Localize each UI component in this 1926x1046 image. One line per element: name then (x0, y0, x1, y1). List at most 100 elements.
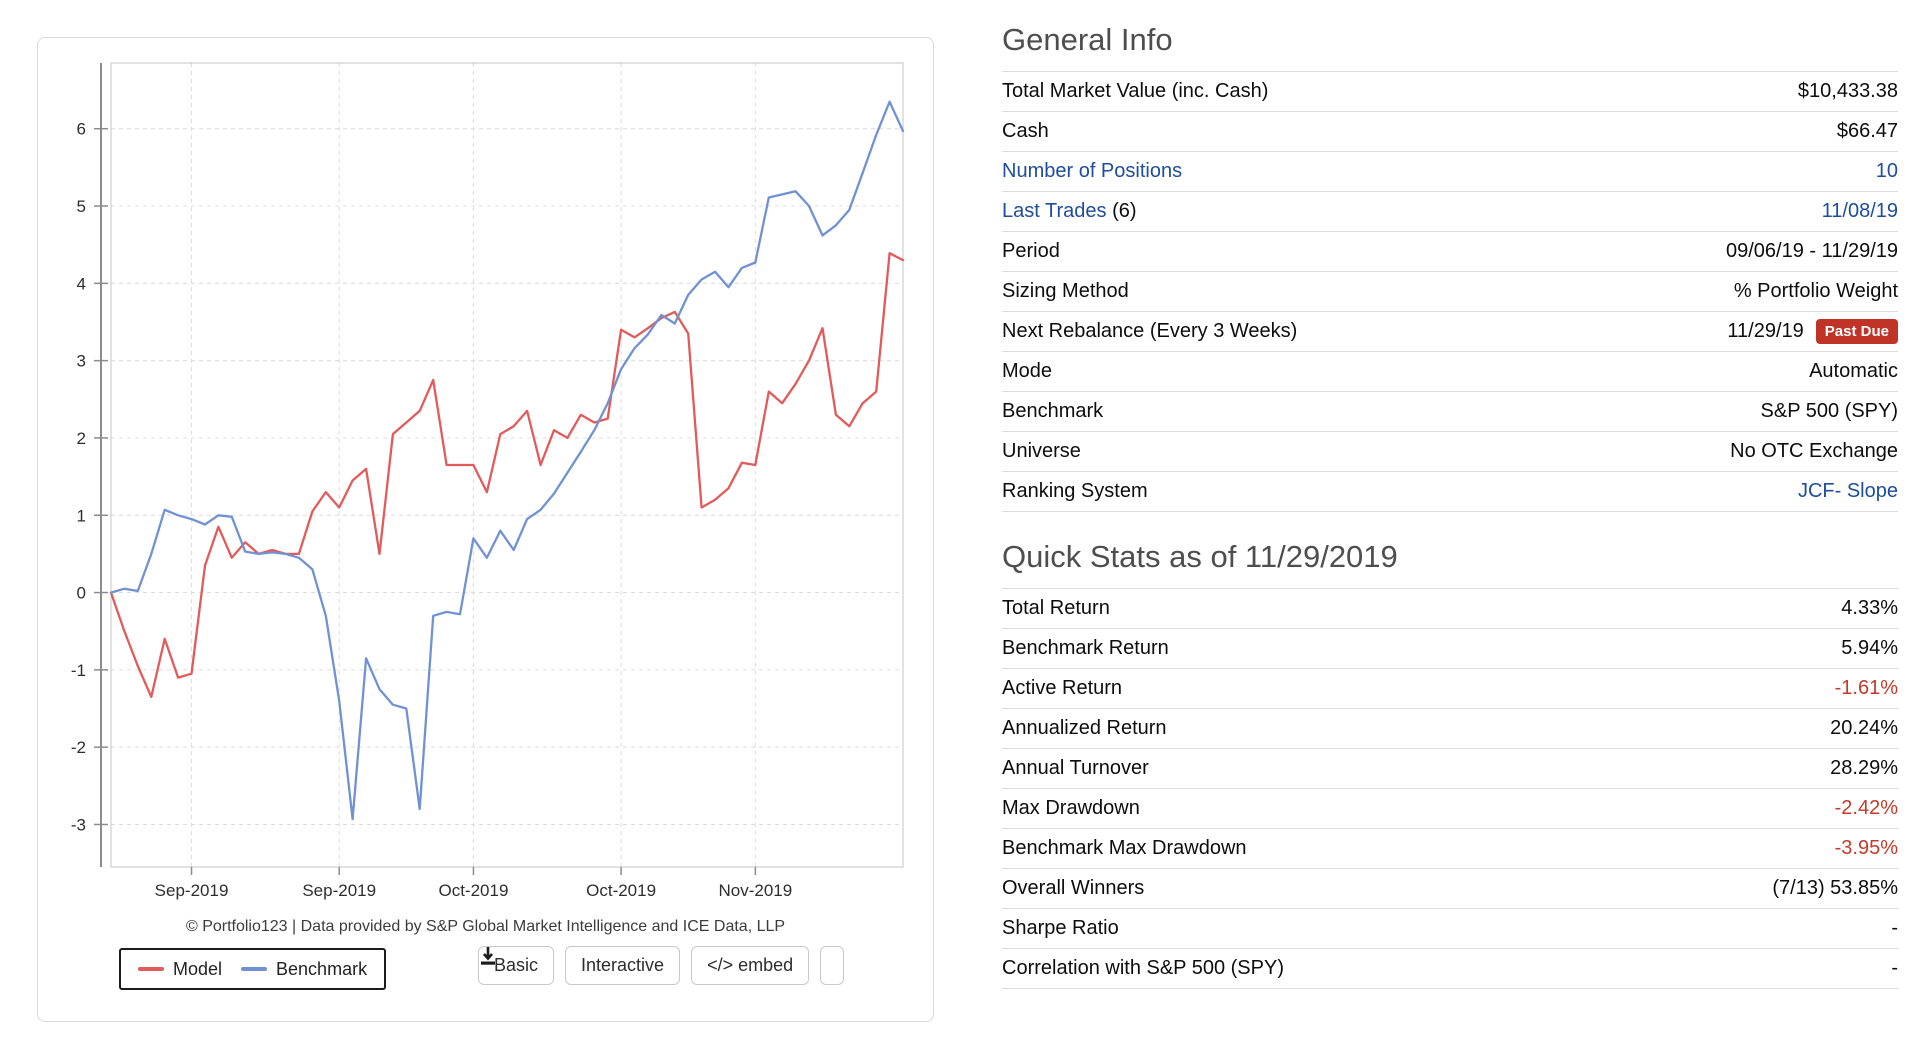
row-value: - (1891, 917, 1898, 939)
y-tick-label: 2 (77, 429, 86, 448)
row-value: -3.95% (1834, 837, 1898, 859)
table-row: Annualized Return 20.24% (1002, 709, 1898, 749)
model-line-swatch (138, 967, 164, 971)
row-label: Period (1002, 240, 1060, 262)
quick-stats-table: Total Return 4.33% Benchmark Return 5.94% Ac… (1002, 588, 1898, 989)
table-row: Next Rebalance (Every 3 Weeks) 11/29/19 Pa… (1002, 312, 1898, 352)
row-value: 28.29% (1830, 757, 1898, 779)
table-row: Total Market Value (inc. Cash) $10,433.38 (1002, 72, 1898, 112)
row-label: Sizing Method (1002, 280, 1129, 302)
general-info-table: Total Market Value (inc. Cash) $10,433.38… (1002, 71, 1898, 512)
row-label: Mode (1002, 360, 1053, 382)
table-row: Sizing Method % Portfolio Weight (1002, 272, 1898, 312)
row-value: 10 (1876, 160, 1898, 183)
row-label: Annualized Return (1002, 717, 1167, 739)
row-label: Overall Winners (1002, 877, 1145, 899)
table-row: Sharpe Ratio - (1002, 909, 1898, 949)
row-label: Benchmark (1002, 400, 1104, 422)
row-label-link[interactable]: Last Trades (1002, 200, 1107, 222)
chart-card: 6 5 4 3 2 1 0 -1 -2 -3 Sep-2019 Sep-2019 Oct-2019 Oct… (37, 37, 934, 1022)
x-tick-label: Nov-2019 (718, 881, 792, 900)
table-row: Last Trades (6) 11/08/19 (1002, 192, 1898, 232)
row-value: 11/29/19 Past Due (1727, 319, 1898, 344)
table-row: Annual Turnover 28.29% (1002, 749, 1898, 789)
row-value-link[interactable]: 10 (1875, 160, 1898, 182)
table-row: Mode Automatic (1002, 352, 1898, 392)
legend-benchmark-label: Benchmark (276, 958, 368, 979)
row-value: 5.94% (1841, 637, 1898, 659)
x-tick-label: Oct-2019 (586, 881, 656, 900)
chart-legend: Model Benchmark (119, 948, 387, 990)
row-label: Benchmark Return (1002, 637, 1169, 659)
row-label: Number of Positions (1002, 160, 1182, 183)
legend-item-benchmark: Benchmark (241, 959, 367, 980)
row-value: 4.33% (1841, 597, 1898, 619)
table-row: Ranking System JCF- Slope (1002, 472, 1898, 512)
table-row: Correlation with S&P 500 (SPY) - (1002, 949, 1898, 989)
chart-controls: Basic Interactive </> embed (478, 946, 845, 985)
legend-item-model: Model (138, 959, 222, 980)
download-button[interactable] (481, 946, 845, 985)
row-value: $66.47 (1836, 120, 1898, 142)
past-due-badge: Past Due (1815, 319, 1898, 344)
row-label: Active Return (1002, 677, 1123, 699)
x-tick-label: Sep-2019 (302, 881, 376, 900)
row-value: -2.42% (1834, 797, 1898, 819)
row-label: Total Return (1002, 597, 1110, 619)
basic-button[interactable]: Basic (478, 946, 555, 985)
embed-button[interactable]: </> embed (691, 946, 810, 985)
row-label-link[interactable]: Number of Positions (1002, 160, 1183, 182)
benchmark-line-swatch (241, 967, 268, 971)
row-value: -1.61% (1834, 677, 1898, 699)
row-value: Automatic (1809, 360, 1898, 382)
x-tick-label: Oct-2019 (438, 881, 508, 900)
row-label: Next Rebalance (Every 3 Weeks) (1002, 320, 1298, 342)
table-row: Benchmark S&P 500 (SPY) (1002, 392, 1898, 432)
row-value: 11/08/19 (1822, 200, 1898, 223)
x-tick-label: Sep-2019 (155, 881, 229, 900)
row-value: 09/06/19 - 11/29/19 (1726, 240, 1898, 262)
row-label: Last Trades (6) (1002, 200, 1137, 222)
row-value: No OTC Exchange (1730, 440, 1898, 462)
row-label: Annual Turnover (1002, 757, 1149, 779)
table-row: Benchmark Max Drawdown -3.95% (1002, 829, 1898, 869)
legend-model-label: Model (173, 958, 223, 979)
y-tick-label: 5 (77, 197, 86, 216)
info-panel: General Info Total Market Value (inc. Ca… (1002, 22, 1898, 989)
table-row: Period 09/06/19 - 11/29/19 (1002, 232, 1898, 272)
benchmark-line (109, 100, 905, 821)
row-value: $10,433.38 (1797, 80, 1898, 102)
row-label: Total Market Value (inc. Cash) (1002, 80, 1269, 102)
y-tick-label: 4 (77, 274, 86, 293)
table-row: Benchmark Return 5.94% (1002, 629, 1898, 669)
interactive-button[interactable]: Interactive (565, 946, 681, 985)
row-label: Universe (1002, 440, 1081, 462)
row-label: Correlation with S&P 500 (SPY) (1002, 957, 1284, 979)
row-label: Benchmark Max Drawdown (1002, 837, 1247, 859)
row-value: S&P 500 (SPY) (1760, 400, 1898, 422)
table-row: Active Return -1.61% (1002, 669, 1898, 709)
table-row: Universe No OTC Exchange (1002, 432, 1898, 472)
row-value-link[interactable]: 11/08/19 (1821, 200, 1898, 222)
quick-stats-title: Quick Stats as of 11/29/2019 (1002, 539, 1398, 574)
row-label: Cash (1002, 120, 1049, 142)
row-value-link[interactable]: JCF- Slope (1797, 480, 1898, 502)
y-tick-label: -2 (71, 738, 86, 757)
y-tick-label: -3 (71, 815, 86, 834)
table-row: Total Return 4.33% (1002, 589, 1898, 629)
general-info-title: General Info (1002, 22, 1173, 57)
y-tick-label: 6 (77, 120, 86, 139)
chart-attribution: © Portfolio123 | Data provided by S&P Gl… (185, 918, 786, 935)
row-label: Sharpe Ratio (1002, 917, 1119, 939)
y-tick-label: -1 (71, 661, 86, 680)
row-value: (7/13) 53.85% (1772, 877, 1898, 899)
y-tick-label: 3 (77, 352, 86, 371)
y-tick-label: 1 (77, 506, 86, 525)
performance-chart: 6 5 4 3 2 1 0 -1 -2 -3 Sep-2019 Sep-2019 Oct-2019 Oct… (71, 62, 905, 900)
plot-border (110, 62, 904, 868)
row-label: Max Drawdown (1002, 797, 1140, 819)
row-label: Ranking System (1002, 480, 1148, 502)
table-row: Cash $66.47 (1002, 112, 1898, 152)
table-row: Number of Positions 10 (1002, 152, 1898, 192)
